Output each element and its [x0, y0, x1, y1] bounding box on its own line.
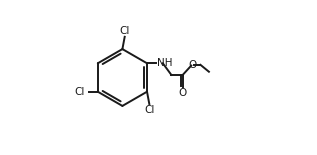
Text: Cl: Cl [75, 87, 85, 97]
Text: O: O [188, 60, 196, 70]
Text: O: O [179, 88, 187, 98]
Text: Cl: Cl [120, 26, 130, 35]
Text: Cl: Cl [144, 105, 154, 115]
Text: NH: NH [157, 58, 172, 68]
